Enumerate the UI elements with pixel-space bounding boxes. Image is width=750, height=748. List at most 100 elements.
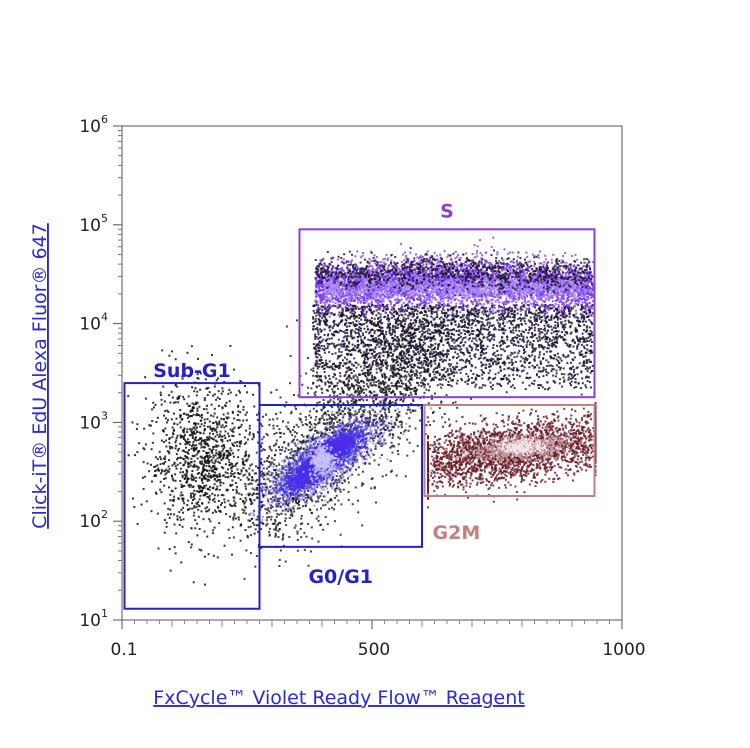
event-dot	[307, 522, 310, 525]
event-dot	[296, 549, 299, 552]
event-dot	[148, 470, 151, 473]
event-dot	[340, 503, 343, 506]
event-dot	[361, 390, 363, 393]
event-dot	[339, 475, 342, 477]
event-dot	[422, 341, 425, 344]
event-dot	[370, 487, 373, 490]
event-dot	[192, 477, 195, 480]
event-dot	[255, 451, 258, 454]
event-dot	[159, 488, 162, 491]
event-dot	[417, 366, 420, 369]
event-dot	[324, 485, 327, 488]
event-dot	[277, 513, 280, 516]
event-dot	[401, 421, 404, 424]
event-dot	[301, 383, 304, 386]
event-dot	[423, 386, 426, 389]
event-dot	[142, 487, 145, 490]
event-dot	[408, 347, 410, 350]
event-dot	[224, 471, 227, 474]
event-dot	[195, 453, 198, 456]
event-dot	[167, 507, 170, 510]
event-dot	[268, 510, 271, 513]
event-dot	[296, 432, 298, 435]
event-dot	[206, 535, 209, 538]
event-dot	[256, 488, 259, 491]
event-dot	[194, 387, 197, 390]
event-dot	[361, 405, 364, 408]
event-dot	[267, 499, 270, 502]
event-dot	[373, 390, 376, 393]
event-dot	[295, 423, 298, 426]
event-dot	[182, 518, 185, 521]
event-dot	[276, 523, 279, 526]
event-dot	[290, 453, 293, 456]
event-dot	[339, 488, 342, 491]
event-dot	[288, 456, 291, 459]
event-dot	[306, 436, 309, 439]
event-dot	[441, 375, 444, 377]
event-dot	[228, 503, 231, 506]
event-dot	[255, 518, 258, 521]
event-dot	[354, 389, 357, 392]
event-dot	[205, 484, 208, 487]
event-dot	[257, 441, 260, 444]
event-dot	[338, 481, 341, 484]
event-dot	[245, 549, 248, 552]
event-dot	[269, 511, 272, 514]
event-dot	[290, 510, 293, 513]
event-dot	[317, 498, 319, 501]
event-dot	[202, 468, 205, 471]
event-dot	[181, 474, 184, 477]
event-dot	[392, 354, 395, 357]
event-dot	[168, 438, 171, 441]
event-dot	[327, 400, 330, 403]
event-dot	[181, 375, 184, 378]
event-dot	[329, 483, 332, 486]
event-dot	[398, 437, 401, 440]
event-dot	[399, 393, 402, 396]
event-dot	[331, 366, 334, 369]
event-dot	[272, 509, 275, 512]
event-dot	[169, 493, 172, 496]
event-dot	[315, 423, 318, 426]
event-dot	[320, 442, 323, 445]
event-dot	[206, 456, 209, 459]
event-dot	[385, 415, 387, 417]
event-dot	[289, 452, 292, 455]
event-dot	[284, 517, 287, 520]
event-dot	[253, 488, 256, 491]
event-dot	[419, 366, 422, 369]
event-dot	[192, 441, 195, 444]
event-dot	[332, 478, 335, 481]
event-dot	[206, 404, 208, 407]
event-dot	[272, 475, 275, 478]
event-dot	[184, 461, 187, 464]
event-dot	[175, 467, 178, 470]
event-dot	[184, 439, 187, 442]
event-dot	[337, 499, 340, 502]
event-dot	[268, 423, 271, 426]
event-dot	[284, 519, 287, 522]
event-dot	[359, 380, 362, 383]
event-dot	[198, 548, 201, 551]
event-dot	[386, 340, 389, 343]
event-dot	[279, 396, 282, 399]
event-dot	[377, 426, 380, 429]
event-dot	[256, 483, 259, 486]
event-dot	[200, 446, 203, 449]
event-dot	[203, 555, 206, 558]
event-dot	[251, 476, 254, 479]
event-dot	[249, 520, 251, 522]
event-dot	[203, 399, 206, 401]
event-dot	[303, 531, 306, 534]
event-dot	[154, 474, 157, 476]
event-dot	[309, 410, 312, 413]
event-dot	[306, 386, 309, 389]
event-dot	[191, 445, 193, 448]
event-dot	[420, 339, 422, 341]
event-dot	[232, 455, 235, 458]
event-dot	[397, 369, 400, 372]
event-dot	[203, 456, 206, 459]
event-dot	[402, 351, 405, 353]
event-dot	[187, 405, 190, 407]
